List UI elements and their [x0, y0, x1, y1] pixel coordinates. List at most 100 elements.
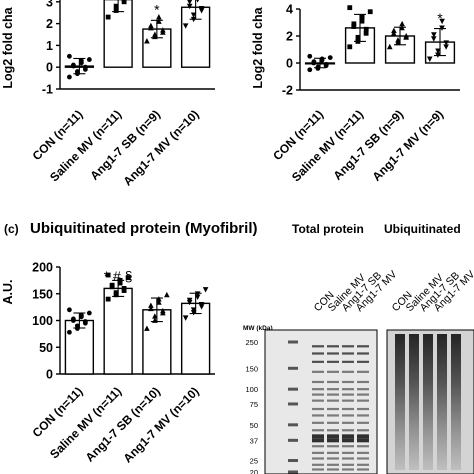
ubiquitin-smear: [423, 334, 433, 470]
protein-band: [327, 370, 339, 373]
data-point: [148, 302, 154, 308]
protein-band: [357, 380, 369, 384]
data-point: [121, 0, 127, 3]
data-point: [105, 272, 111, 278]
y-tick-label: 100: [32, 314, 53, 328]
data-point: [194, 294, 201, 300]
data-point: [190, 307, 197, 313]
protein-band: [357, 457, 369, 460]
protein-band: [342, 438, 354, 443]
y-tick-label: 2: [286, 30, 293, 44]
protein-band: [342, 434, 354, 439]
protein-band: [342, 421, 354, 424]
data-point: [67, 74, 72, 80]
x-tick-label: Saline MV (n=11): [47, 384, 124, 461]
data-point: [399, 20, 405, 27]
data-point: [160, 307, 166, 314]
data-point: [109, 282, 115, 288]
data-point: [351, 21, 357, 27]
ubiquitin-smear: [409, 334, 419, 470]
y-tick-label: -2: [282, 84, 293, 98]
data-point: [435, 52, 441, 58]
x-tick-label: Saline MV (n=11): [289, 107, 366, 184]
data-point: [443, 40, 450, 46]
data-point: [391, 27, 397, 33]
data-point: [443, 44, 449, 50]
data-point: [117, 280, 123, 286]
protein-band: [342, 393, 354, 396]
data-point: [190, 310, 197, 316]
data-point: [439, 18, 445, 25]
protein-band: [327, 380, 339, 384]
y-tick-label: 150: [32, 287, 53, 301]
x-tick-label: Ang1-7 SB (n=9): [330, 107, 406, 183]
data-point: [186, 297, 193, 304]
data-point: [311, 59, 317, 65]
mw-marker-label: 20: [250, 468, 258, 474]
mw-marker-label: 25: [250, 457, 258, 466]
data-point: [144, 325, 150, 331]
data-point: [105, 296, 111, 302]
x-tick-label: Saline MV (n=11): [47, 107, 124, 184]
ladder-band: [288, 438, 298, 442]
data-point: [70, 62, 76, 68]
total-protein-frame: [264, 329, 378, 474]
data-point: [67, 307, 72, 313]
protein-band: [357, 445, 369, 448]
protein-band: [357, 360, 369, 363]
data-point: [160, 27, 166, 33]
protein-band: [357, 434, 369, 439]
significance-label: *: [437, 10, 443, 26]
protein-band: [342, 463, 354, 466]
protein-band: [312, 380, 324, 384]
data-point: [152, 313, 158, 319]
data-point: [363, 26, 369, 32]
protein-band: [312, 360, 324, 363]
data-point: [121, 0, 127, 5]
data-point: [86, 57, 92, 62]
bar: [103, 0, 133, 68]
protein-band: [327, 399, 339, 402]
protein-band: [357, 463, 369, 466]
data-point: [190, 12, 197, 18]
data-point: [186, 3, 193, 10]
ladder-band: [288, 423, 298, 427]
protein-band: [327, 360, 339, 363]
protein-band: [342, 468, 354, 471]
protein-band: [312, 445, 324, 448]
data-point: [351, 24, 357, 29]
data-point: [403, 33, 410, 39]
blot-total-protein-label: Total protein: [292, 222, 364, 236]
data-point: [144, 38, 150, 44]
protein-band: [342, 380, 354, 384]
data-point: [148, 305, 154, 312]
data-point: [105, 14, 111, 20]
data-point: [323, 61, 329, 67]
protein-band: [312, 429, 324, 432]
protein-band: [342, 360, 354, 363]
data-point: [70, 316, 76, 322]
data-point: [156, 14, 162, 20]
data-point: [156, 18, 162, 24]
protein-band: [312, 468, 324, 471]
data-point: [426, 56, 433, 62]
data-point: [431, 32, 437, 38]
mw-marker-label: 100: [245, 385, 258, 394]
mw-marker-label: 150: [245, 364, 258, 373]
data-point: [355, 39, 361, 44]
protein-band: [327, 468, 339, 471]
y-axis-label: Log2 fold cha: [251, 6, 265, 88]
data-point: [78, 58, 84, 64]
y-axis-label: A.U.: [1, 280, 15, 305]
data-point: [156, 296, 162, 302]
data-point: [386, 43, 393, 50]
x-tick-label: Ang1-7 SB (n=9): [87, 107, 163, 183]
data-point: [363, 30, 369, 36]
data-point: [82, 64, 88, 70]
protein-band: [327, 345, 339, 348]
data-point: [198, 302, 205, 308]
